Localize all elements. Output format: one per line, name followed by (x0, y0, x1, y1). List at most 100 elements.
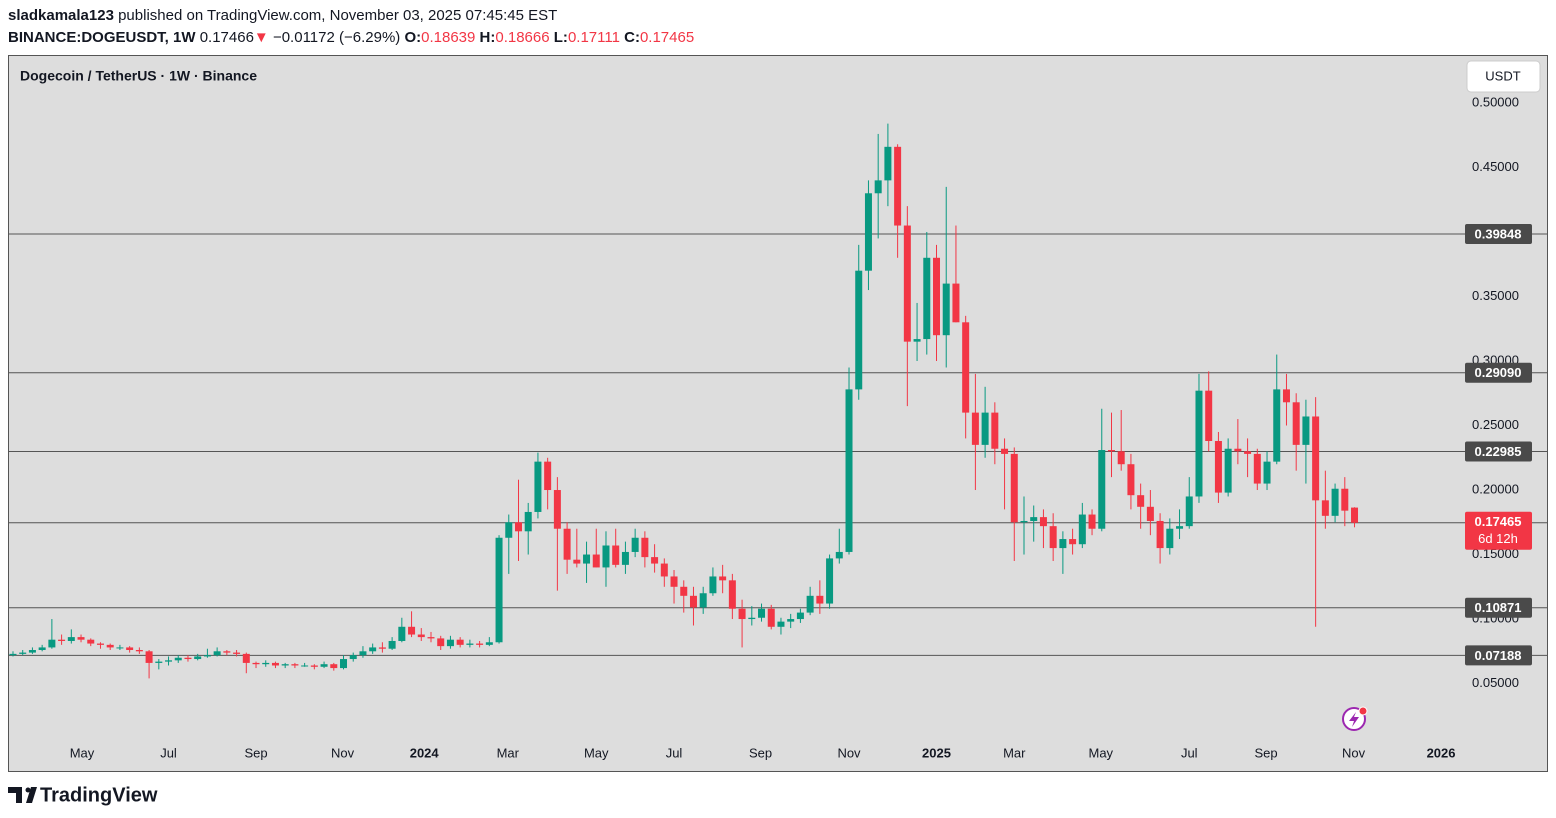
y-tick-label: 0.50000 (1472, 94, 1519, 109)
open-value: 0.18639 (421, 29, 476, 46)
candle-body (884, 146, 892, 181)
high-label: H: (479, 29, 496, 46)
candle-body (408, 626, 416, 635)
low-value: 0.17111 (567, 29, 620, 46)
candle-body (19, 652, 27, 654)
candle-body (874, 180, 882, 194)
level-tag-label: 0.10871 (1475, 600, 1522, 615)
x-tick-label: 2026 (1427, 745, 1456, 760)
candle-body (806, 595, 814, 613)
candle-body (155, 661, 163, 663)
candle-body (1020, 520, 1028, 523)
candle-body (242, 653, 250, 663)
candle-body (1341, 488, 1349, 511)
candle-body (67, 637, 75, 641)
y-tick-label: 0.35000 (1472, 288, 1519, 303)
candle-body (1117, 451, 1125, 465)
candle-body (1263, 461, 1271, 484)
candle-body (96, 643, 104, 645)
symbol: BINANCE:DOGEUSDT, 1W (8, 29, 196, 46)
brand: TradingView (40, 784, 158, 806)
candle-body (369, 647, 377, 652)
candle-body (777, 621, 785, 627)
price-tag-countdown: 6d 12h (1478, 531, 1518, 546)
x-tick-label: Mar (1003, 745, 1026, 760)
candle-body (116, 647, 124, 649)
candle-body (291, 664, 299, 666)
close-value: 0.17465 (639, 29, 695, 46)
candle-body (758, 608, 766, 618)
candle-body (1214, 440, 1222, 493)
currency-button[interactable] (1466, 60, 1541, 93)
candle-body (835, 551, 843, 559)
candle-body (330, 664, 338, 669)
candle-body (524, 511, 532, 532)
candle-body (1039, 517, 1047, 527)
candle-body (796, 612, 804, 620)
candle-body (87, 639, 95, 644)
chart-title: Dogecoin / TetherUS · 1W · Binance (20, 68, 257, 84)
level-tag-box (1465, 362, 1532, 383)
last-price: 0.17466 (199, 29, 254, 46)
candle-body (981, 412, 989, 445)
x-tick-label: Jul (1181, 745, 1198, 760)
candle-body (378, 647, 386, 649)
candle-body (271, 662, 279, 666)
level-tag-label: 0.22985 (1475, 444, 1522, 459)
y-tick-label: 0.45000 (1472, 159, 1519, 174)
x-tick-label: Nov (331, 745, 355, 760)
x-tick-label: Mar (497, 745, 520, 760)
candle-body (213, 651, 221, 656)
candle-body (252, 662, 260, 665)
candle-body (845, 389, 853, 552)
candle-body (437, 638, 445, 647)
level-tag: 0.07188 (1465, 645, 1532, 666)
candle-body (952, 283, 960, 323)
candle-body (651, 557, 659, 564)
candle-body (446, 639, 454, 647)
tradingview-logo: TradingView (8, 784, 158, 806)
candle-body (388, 640, 396, 649)
candle-body (709, 576, 717, 594)
x-tick-label: May (1089, 745, 1114, 760)
candle-body (1176, 526, 1184, 529)
level-tag-box (1465, 223, 1532, 244)
candle-body (719, 576, 727, 581)
candle-body (223, 651, 231, 653)
x-tick-label: Jul (666, 745, 683, 760)
y-tick-label: 0.20000 (1472, 481, 1519, 496)
level-tag-box (1465, 441, 1532, 462)
candle-body (1078, 514, 1086, 545)
change: −0.01172 (−6.29%) (272, 29, 401, 46)
candle-body (1205, 390, 1213, 441)
candle-body (738, 608, 746, 620)
candle-body (262, 662, 270, 665)
published: published on TradingView.com, November 0… (118, 7, 558, 24)
candle-body (971, 412, 979, 445)
y-tick-label: 0.25000 (1472, 417, 1519, 432)
candle-body (203, 655, 211, 657)
candle-body (544, 461, 552, 491)
level-tag-label: 0.29090 (1475, 365, 1522, 380)
candle-body (281, 664, 289, 666)
candle-body (767, 608, 775, 627)
candle-body (135, 650, 143, 652)
candle-body (495, 537, 503, 643)
low-label: L: (553, 29, 568, 46)
candle-body (514, 522, 522, 532)
candle-body (1273, 389, 1281, 462)
level-tag: 0.10871 (1465, 597, 1532, 618)
candle-body (1253, 453, 1261, 484)
candle-body (233, 652, 241, 654)
candle-body (855, 270, 863, 390)
candle-body (320, 664, 328, 667)
author: sladkamala123 (8, 7, 114, 24)
chart-frame (8, 55, 1548, 772)
candle-body (933, 257, 941, 336)
candle-body (1059, 539, 1067, 549)
candle-body (165, 660, 173, 662)
candle-body (1302, 416, 1310, 445)
candle-body (1292, 402, 1300, 445)
